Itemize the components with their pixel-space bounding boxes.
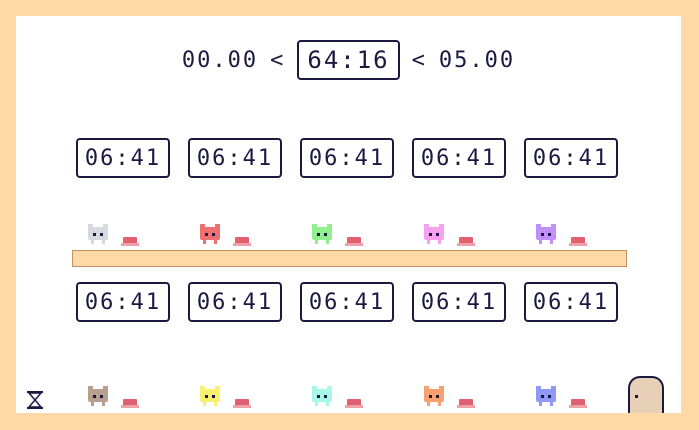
cat-brown-icon[interactable] [88, 386, 108, 406]
exit-door[interactable] [628, 376, 664, 413]
clock-bottom-2: 06:41 [188, 282, 282, 322]
timer-right: 05.00 [438, 47, 516, 73]
timer-bar: 00.00 < 64:16 < 05.00 [16, 40, 681, 80]
cat-purple-icon[interactable] [536, 224, 556, 244]
bottom-pressure-button-1[interactable] [121, 399, 139, 408]
timer-left: 00.00 [181, 47, 259, 73]
top-pressure-button-5[interactable] [569, 237, 587, 246]
top-pressure-button-4[interactable] [457, 237, 475, 246]
top-pressure-button-2[interactable] [233, 237, 251, 246]
clock-bottom-3: 06:41 [300, 282, 394, 322]
timer-main: 64:16 [297, 40, 400, 80]
bottom-pressure-button-3[interactable] [345, 399, 363, 408]
cat-yellow-icon[interactable] [200, 386, 220, 406]
top-pressure-button-3[interactable] [345, 237, 363, 246]
clock-bottom-5: 06:41 [524, 282, 618, 322]
timer-separator-right: < [411, 47, 427, 73]
hourglass-icon[interactable] [26, 390, 44, 410]
cat-red-icon[interactable] [200, 224, 220, 244]
cat-orange-icon[interactable] [424, 386, 444, 406]
clock-top-3: 06:41 [300, 138, 394, 178]
clock-bottom-1: 06:41 [76, 282, 170, 322]
cat-pink-icon[interactable] [424, 224, 444, 244]
bottom-pressure-button-4[interactable] [457, 399, 475, 408]
game-board: 00.00 < 64:16 < 05.00 06:41 06:41 06:41 … [16, 16, 681, 413]
timer-separator-left: < [270, 47, 286, 73]
cat-blue-icon[interactable] [536, 386, 556, 406]
bottom-pressure-button-5[interactable] [569, 399, 587, 408]
clock-top-2: 06:41 [188, 138, 282, 178]
cat-white-icon[interactable] [88, 224, 108, 244]
cat-green-icon[interactable] [312, 224, 332, 244]
cat-cyan-icon[interactable] [312, 386, 332, 406]
door-knob [635, 395, 638, 398]
top-pressure-button-1[interactable] [121, 237, 139, 246]
shelf-platform [72, 250, 627, 267]
clock-top-4: 06:41 [412, 138, 506, 178]
clock-top-1: 06:41 [76, 138, 170, 178]
clock-bottom-4: 06:41 [412, 282, 506, 322]
clock-top-5: 06:41 [524, 138, 618, 178]
bottom-pressure-button-2[interactable] [233, 399, 251, 408]
